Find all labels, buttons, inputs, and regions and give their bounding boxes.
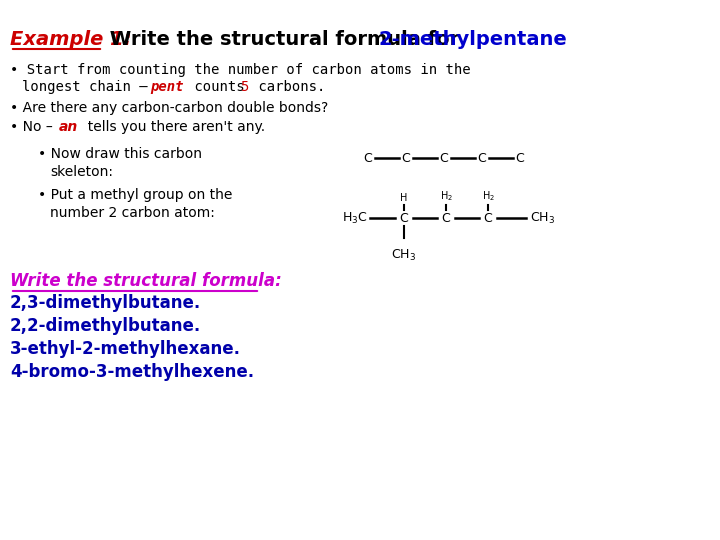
Text: C: C [477, 152, 487, 165]
Text: number 2 carbon atom:: number 2 carbon atom: [50, 206, 215, 220]
Text: H: H [400, 193, 408, 203]
Text: pent: pent [150, 80, 184, 94]
Text: C: C [441, 212, 451, 225]
Text: tells you there aren't any.: tells you there aren't any. [79, 120, 265, 134]
Text: • Are there any carbon-carbon double bonds?: • Are there any carbon-carbon double bon… [10, 101, 328, 115]
Text: H$_2$: H$_2$ [439, 189, 452, 203]
Text: C: C [440, 152, 449, 165]
Text: carbons.: carbons. [250, 80, 325, 94]
Text: H$_3$C: H$_3$C [343, 211, 368, 226]
Text: 2-methylpentane: 2-methylpentane [378, 30, 567, 49]
Text: Example 1:: Example 1: [10, 30, 132, 49]
Text: CH$_3$: CH$_3$ [530, 211, 555, 226]
Text: C: C [484, 212, 492, 225]
Text: an: an [59, 120, 78, 134]
Text: • Now draw this carbon: • Now draw this carbon [38, 147, 202, 161]
Text: • No –: • No – [10, 120, 57, 134]
Text: counts: counts [186, 80, 253, 94]
Text: skeleton:: skeleton: [50, 165, 113, 179]
Text: • Start from counting the number of carbon atoms in the: • Start from counting the number of carb… [10, 63, 471, 77]
Text: C: C [364, 152, 372, 165]
Text: • Put a methyl group on the: • Put a methyl group on the [38, 188, 233, 202]
Text: C: C [400, 212, 408, 225]
Text: C: C [516, 152, 524, 165]
Text: 3-ethyl-2-methylhexane.: 3-ethyl-2-methylhexane. [10, 340, 241, 358]
Text: C: C [402, 152, 410, 165]
Text: 5: 5 [240, 80, 248, 94]
Text: 2,2-dimethylbutane.: 2,2-dimethylbutane. [10, 317, 202, 335]
Text: H$_2$: H$_2$ [482, 189, 495, 203]
Text: Write the structural formula for: Write the structural formula for [103, 30, 466, 49]
Text: 2,3-dimethylbutane.: 2,3-dimethylbutane. [10, 294, 202, 312]
Text: CH$_3$: CH$_3$ [392, 248, 417, 263]
Text: Write the structural formula:: Write the structural formula: [10, 272, 282, 290]
Text: 4-bromo-3-methylhexene.: 4-bromo-3-methylhexene. [10, 363, 254, 381]
Text: longest chain –: longest chain – [22, 80, 156, 94]
